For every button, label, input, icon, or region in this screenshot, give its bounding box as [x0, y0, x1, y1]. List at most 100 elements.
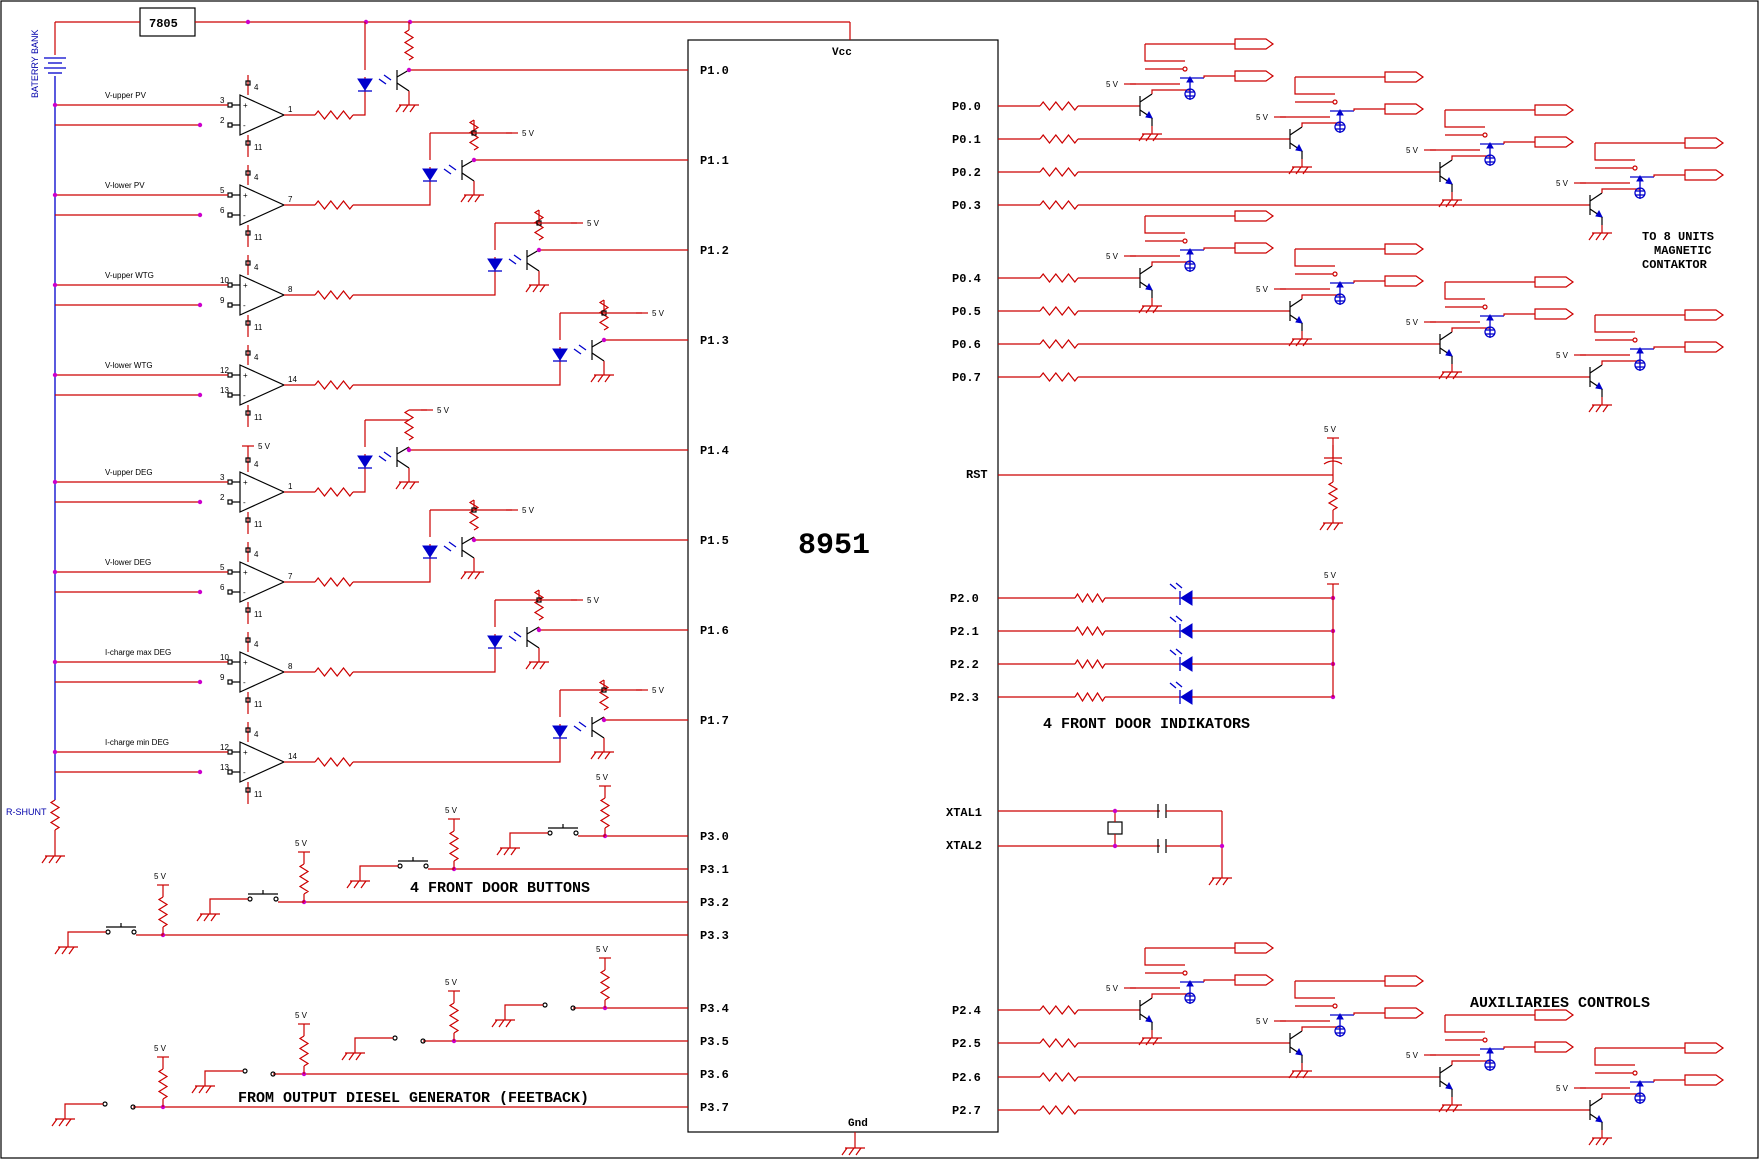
pin-pad — [245, 320, 251, 326]
pin-pad — [245, 697, 251, 703]
contact-wire — [1444, 1015, 1485, 1033]
junction-dot — [245, 19, 251, 25]
contact-wire — [1594, 315, 1635, 333]
opamp-icon — [239, 741, 286, 783]
output-arrow — [1384, 103, 1425, 115]
collector-wire — [1301, 1026, 1341, 1031]
pin-pad — [245, 140, 251, 146]
resistor — [1039, 1105, 1079, 1115]
wire — [1169, 583, 1177, 590]
resistor — [598, 679, 610, 711]
opamp-icon — [239, 94, 286, 136]
pin-label: P0.4 — [952, 272, 981, 286]
pin-pad — [245, 260, 251, 266]
wire — [205, 1085, 212, 1094]
vcc-label: 5 V — [587, 596, 600, 605]
wire — [508, 635, 517, 642]
contact-wire — [1503, 1046, 1535, 1049]
supply-wire — [495, 210, 540, 224]
collector-wire — [1151, 89, 1191, 94]
pin-number: 11 — [254, 233, 263, 242]
wire — [841, 1147, 848, 1156]
vcc-label: 5 V — [522, 129, 535, 138]
pin-pad — [245, 230, 251, 236]
wire — [1452, 371, 1459, 380]
contact-wire — [1294, 249, 1335, 267]
collector-wire — [1601, 188, 1641, 193]
pin-number: 7 — [288, 572, 293, 581]
output-arrow — [1534, 136, 1575, 148]
aux-driver-stage: P2.4 5 V — [952, 942, 1275, 1046]
vcc-label: 5 V — [1556, 351, 1569, 360]
pin-number: 4 — [254, 550, 259, 559]
pin-number: 11 — [254, 413, 263, 422]
pin-number: 4 — [254, 460, 259, 469]
pin-pad — [227, 499, 233, 505]
wire — [1319, 522, 1326, 531]
switch-contact — [573, 830, 579, 836]
contaktor-label-1: TO 8 UNITS — [1642, 230, 1714, 244]
crystal-circuit — [998, 804, 1232, 886]
junction-dot — [197, 679, 203, 685]
pin-pad — [245, 637, 251, 643]
pin-label: P2.4 — [952, 1004, 981, 1018]
junction-dot — [601, 337, 607, 343]
contact-point — [1482, 132, 1488, 138]
resistor — [1039, 339, 1079, 349]
wire — [573, 348, 582, 355]
output-arrow — [1234, 210, 1275, 222]
resistor — [1039, 200, 1079, 210]
wire — [573, 725, 582, 732]
wire — [532, 284, 539, 293]
comparator-stage: 3 2 + - 1 4 11 V-upper DEG 5 V 5 V P1.4 — [52, 406, 729, 534]
aux-driver-stage: P2.6 5 V — [952, 1009, 1575, 1113]
resistor — [1039, 372, 1079, 382]
contact-point — [1632, 1070, 1638, 1076]
wire — [402, 481, 409, 490]
wire — [1289, 1030, 1303, 1040]
switch-wire — [509, 832, 548, 840]
wire — [855, 1147, 862, 1156]
contaktor-label-3: CONTAKTOR — [1642, 258, 1708, 272]
vcc-label: 5 V — [1256, 1017, 1269, 1026]
pin-pad — [245, 517, 251, 523]
junction-dot — [536, 627, 542, 633]
relay-arrow — [1336, 281, 1344, 288]
wire — [604, 751, 611, 760]
switch-wire — [359, 865, 398, 873]
wire — [1588, 232, 1595, 241]
contact-point — [1632, 337, 1638, 343]
resistor — [1327, 481, 1339, 511]
aux-driver-stage: P2.7 5 V — [952, 1042, 1725, 1146]
pin-number: 14 — [288, 752, 297, 761]
pin-label: P3.6 — [700, 1068, 729, 1082]
pin-pad — [245, 547, 251, 553]
wire — [58, 1118, 65, 1127]
feedback-input-stage: P3.6 5 V — [191, 1011, 729, 1094]
opamp-icon — [239, 184, 286, 226]
junction-dot — [1219, 843, 1225, 849]
junction-dot — [406, 67, 412, 73]
pin-label: P1.6 — [700, 624, 729, 638]
xtal2-label: XTAL2 — [946, 839, 982, 853]
wire — [1288, 338, 1295, 347]
emitter-arrow — [1595, 1114, 1603, 1123]
contact-wire — [1353, 108, 1385, 111]
vcc-label: 5 V — [154, 872, 167, 881]
wire — [51, 1118, 58, 1127]
pin-number: 13 — [220, 386, 229, 395]
pin-number: 2 — [220, 116, 225, 125]
pin-label: P1.7 — [700, 714, 729, 728]
pin-number: 3 — [220, 96, 225, 105]
plus-sign: + — [243, 478, 248, 487]
comparator-stage: 12 13 + - 14 4 11 I-charge min DEG 5 V P1.7 — [52, 679, 729, 804]
contact-point — [1182, 66, 1188, 72]
wire — [1289, 298, 1303, 308]
vcc-label: 5 V — [522, 506, 535, 515]
wire — [539, 661, 546, 670]
wire — [597, 374, 604, 383]
led-icon — [1180, 590, 1193, 606]
supply-wire — [560, 300, 605, 314]
